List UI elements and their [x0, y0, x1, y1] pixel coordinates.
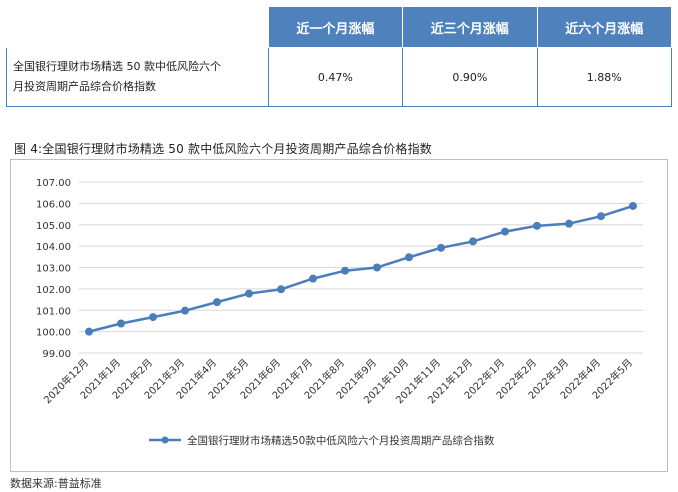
header-6m: 近六个月涨幅: [536, 6, 673, 48]
row-name-line-1: 全国银行理财市场精选 50 款中低风险六个: [13, 60, 221, 73]
data-point: [629, 201, 637, 210]
y-tick-label: 105.00: [36, 221, 71, 232]
data-point: [597, 212, 605, 221]
y-tick-label: 101.00: [36, 306, 71, 317]
series-line: [88, 204, 634, 333]
legend-label: 全国银行理财市场精选50款中低风险六个月投资周期产品综合指数: [187, 434, 495, 447]
data-point: [341, 266, 349, 275]
data-point: [213, 298, 221, 307]
data-point: [565, 219, 573, 228]
header-blank: [6, 6, 269, 48]
data-point: [501, 227, 509, 236]
data-point: [373, 263, 381, 272]
y-tick-label: 106.00: [36, 199, 71, 210]
table-row: 全国银行理财市场精选 50 款中低风险六个 月投资周期产品综合价格指数 0.47…: [6, 47, 673, 107]
value-3m: 0.90%: [402, 47, 538, 107]
data-point: [309, 274, 317, 283]
data-point: [437, 243, 445, 252]
value-6m: 1.88%: [536, 47, 673, 107]
data-point: [533, 221, 541, 230]
legend-marker: [161, 436, 169, 444]
table-header-row: 近一个月涨幅 近三个月涨幅 近六个月涨幅: [6, 6, 673, 48]
data-point: [469, 237, 477, 246]
header-1m: 近一个月涨幅: [267, 6, 404, 48]
summary-table: 近一个月涨幅 近三个月涨幅 近六个月涨幅 全国银行理财市场精选 50 款中低风险…: [6, 6, 673, 107]
data-point: [245, 289, 253, 298]
data-point: [277, 285, 285, 294]
line-chart: 99.00 100.00 101.00 102.00 103.00 104.00 105.0…: [36, 178, 643, 447]
figure-title: 图 4:全国银行理财市场精选 50 款中低风险六个月投资周期产品综合价格指数: [14, 142, 432, 156]
y-tick-label: 107.00: [36, 178, 71, 189]
y-tick-label: 103.00: [36, 264, 71, 275]
data-point: [181, 306, 189, 315]
value-1m: 0.47%: [267, 47, 404, 107]
source-note: 数据来源:普益标准: [10, 477, 102, 490]
row-name-line-2: 月投资周期产品综合价格指数: [13, 80, 156, 93]
header-3m: 近三个月涨幅: [402, 6, 538, 48]
chart-frame: 99.00 100.00 101.00 102.00 103.00 104.00 105.0…: [10, 159, 668, 472]
y-tick-label: 102.00: [36, 285, 71, 296]
data-point: [405, 253, 413, 262]
row-name: 全国银行理财市场精选 50 款中低风险六个 月投资周期产品综合价格指数: [6, 47, 269, 107]
y-tick-label: 104.00: [36, 242, 71, 253]
data-point: [85, 327, 93, 336]
y-tick-label: 99.00: [42, 349, 71, 360]
data-point: [149, 313, 157, 322]
data-point: [117, 319, 125, 328]
y-tick-label: 100.00: [36, 328, 71, 339]
